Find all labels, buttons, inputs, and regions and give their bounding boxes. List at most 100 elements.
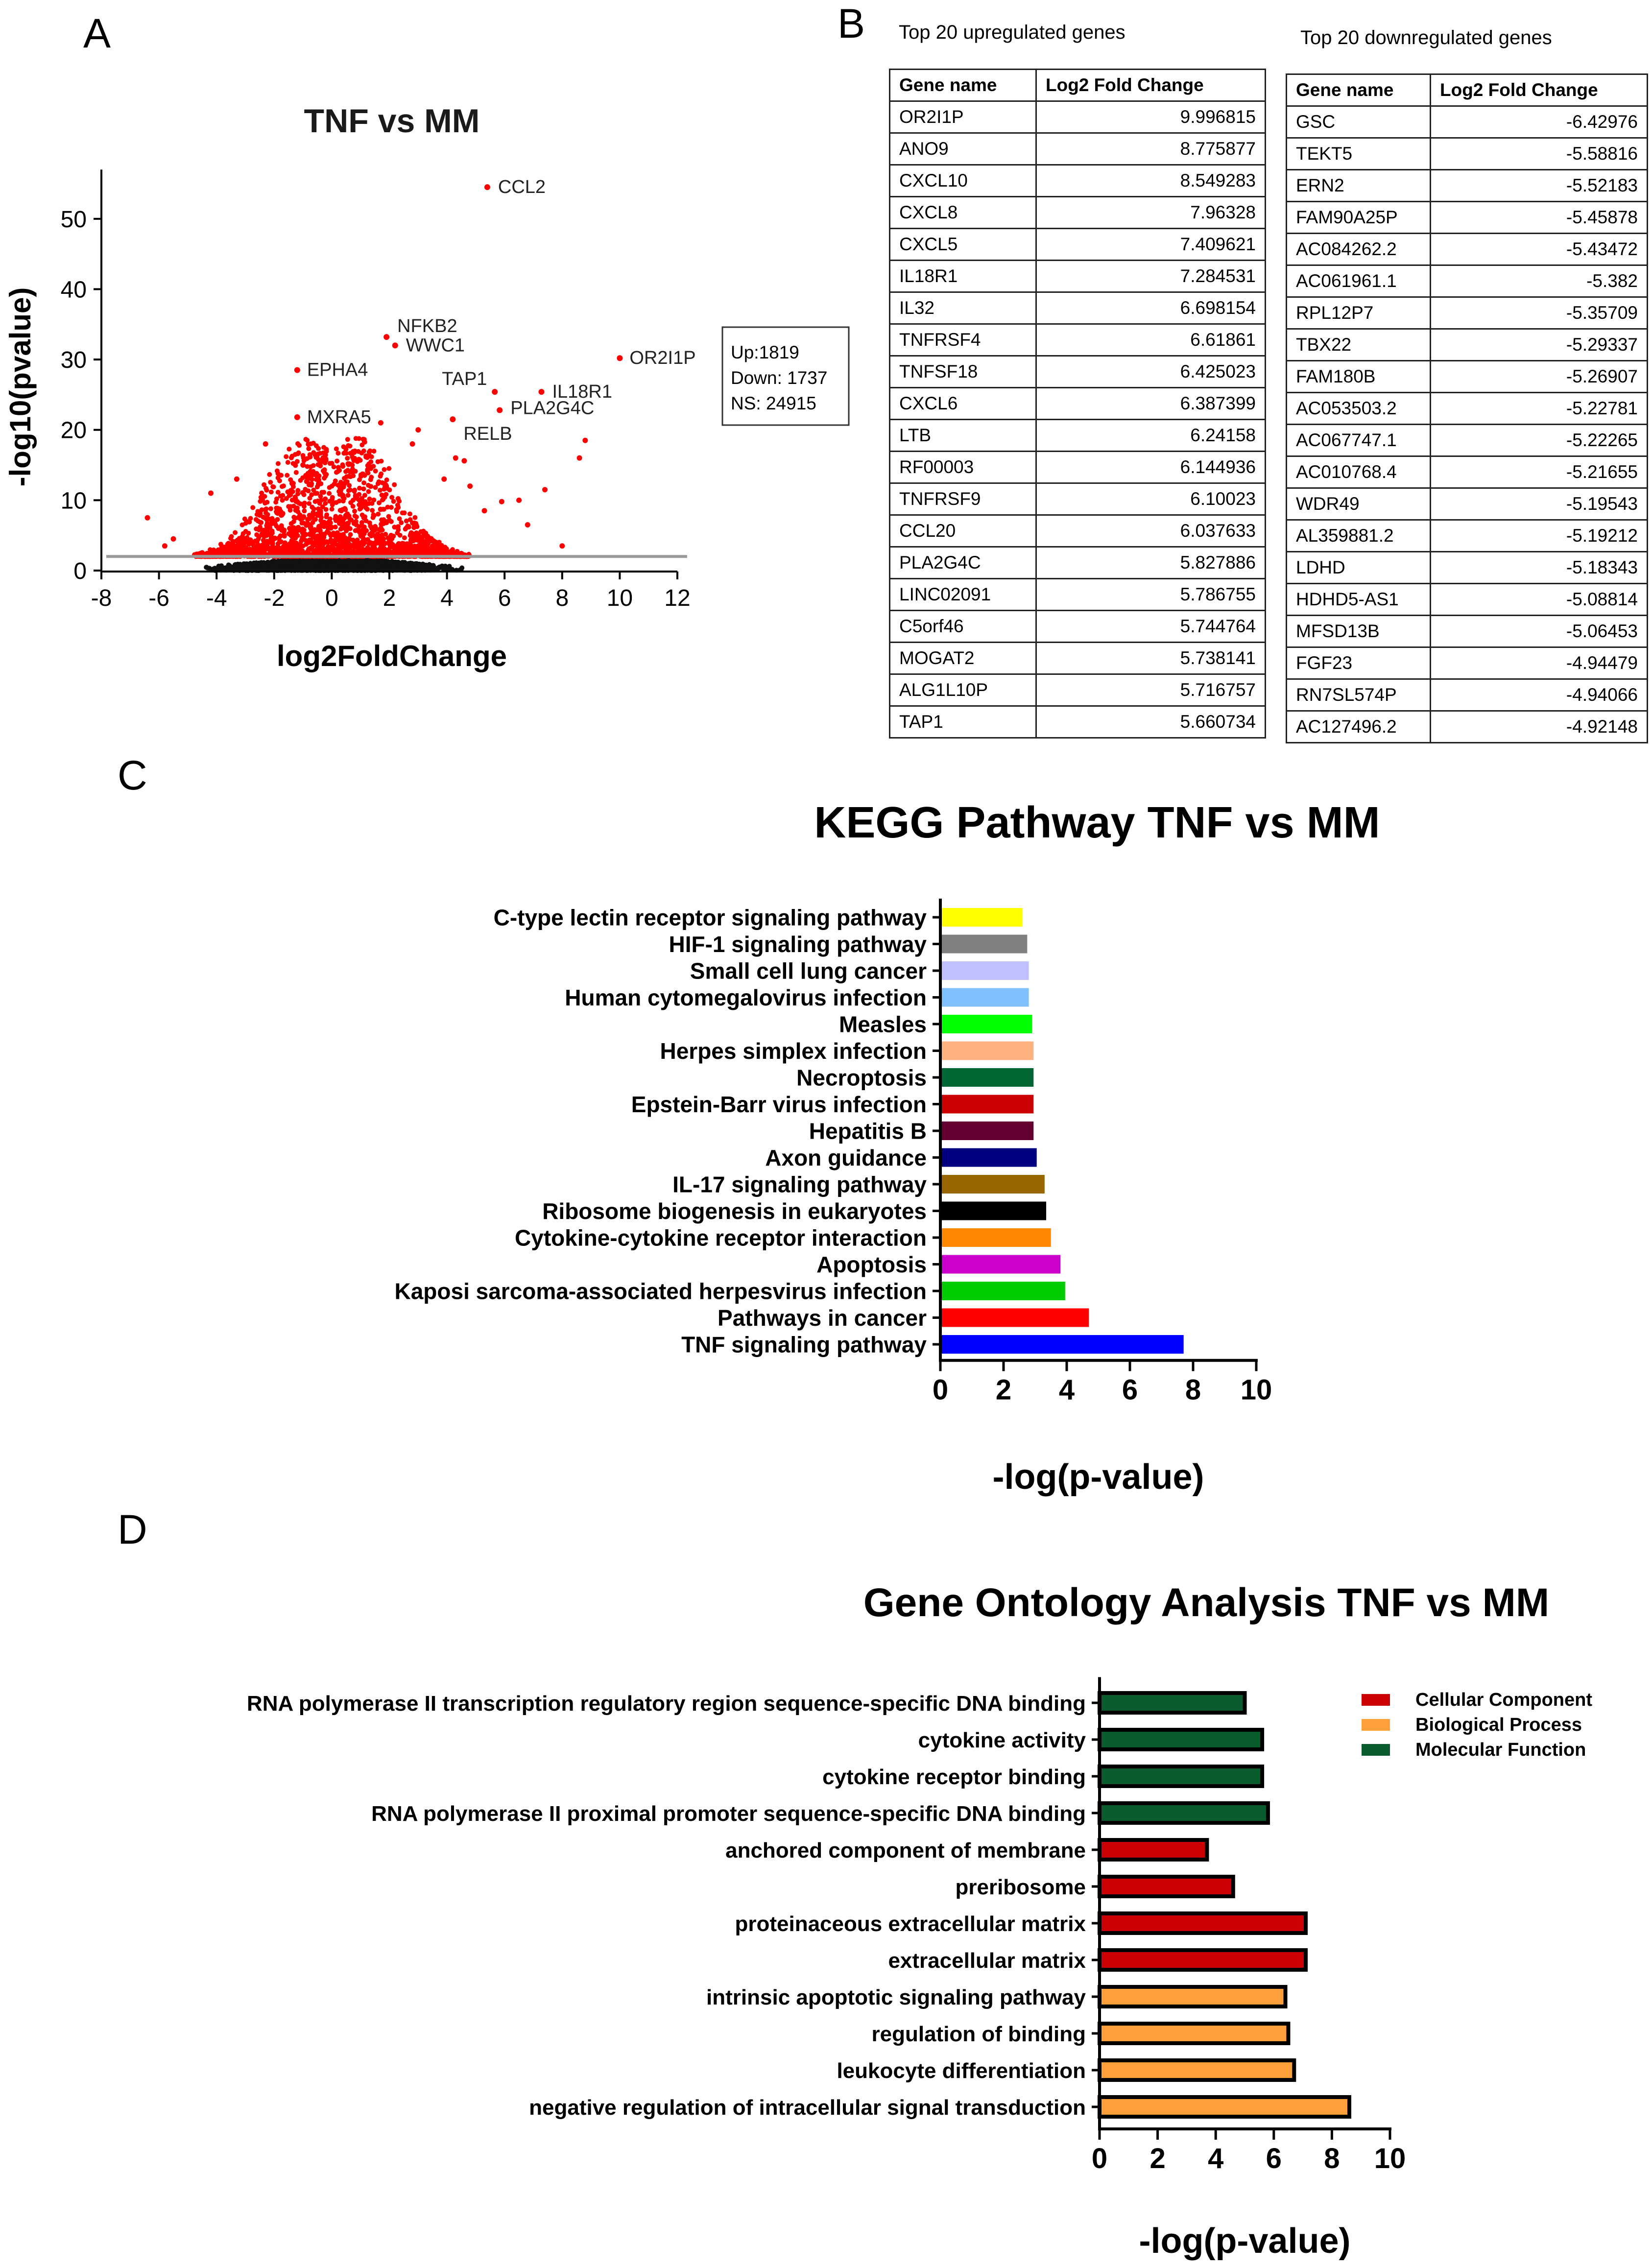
gene-name-header: Gene name <box>889 69 1037 102</box>
sig-point <box>285 547 290 552</box>
ns-point <box>242 566 247 571</box>
sig-point <box>396 527 401 532</box>
downregulated-caption: Top 20 downregulated genes <box>1300 27 1552 48</box>
point-label: IL18R1 <box>552 382 612 402</box>
log2fc-cell: -5.19543 <box>1430 487 1648 521</box>
sig-point <box>299 538 304 544</box>
ns-point <box>346 558 351 564</box>
sig-point <box>397 499 402 504</box>
sig-point <box>382 548 387 553</box>
sig-point <box>275 471 281 476</box>
sig-point <box>268 489 274 495</box>
ns-point <box>354 563 359 568</box>
labeled-point <box>538 389 545 395</box>
log2fc-cell: 7.409621 <box>1035 228 1266 261</box>
sig-point <box>333 478 338 483</box>
ns-point <box>216 563 221 569</box>
sig-point <box>429 548 434 553</box>
ns-point <box>360 559 366 564</box>
point-label: TAP1 <box>442 369 487 389</box>
gene-name-cell: IL18R1 <box>889 260 1037 293</box>
sig-point <box>334 500 339 505</box>
gene-name-cell: CXCL10 <box>889 164 1037 197</box>
table-row: C5orf46 5.744764 <box>889 610 1266 643</box>
sig-point <box>289 480 295 485</box>
sig-point <box>317 532 323 538</box>
table-row: CCL20 6.037633 <box>889 514 1266 548</box>
sig-point <box>367 448 373 454</box>
sig-point <box>344 451 349 456</box>
sig-point <box>343 513 348 518</box>
sig-point <box>369 533 374 539</box>
sig-point <box>368 524 373 529</box>
sig-point <box>279 484 285 489</box>
log2fc-cell: 6.698154 <box>1035 291 1266 325</box>
sig-point <box>257 520 263 525</box>
panel-label-c: C <box>118 752 147 798</box>
sig-point <box>431 538 436 544</box>
table-row: AC053503.2 -5.22781 <box>1286 392 1648 425</box>
table-row: RPL12P7 -5.35709 <box>1286 296 1648 330</box>
sig-point <box>347 443 353 449</box>
gene-name-cell: TBX22 <box>1286 328 1431 361</box>
sig-point <box>210 550 215 556</box>
sig-point <box>275 461 281 466</box>
ns-point <box>328 566 333 571</box>
sig-point <box>266 547 271 552</box>
gene-name-cell: CXCL6 <box>889 387 1037 420</box>
sig-point <box>312 491 318 496</box>
ns-point <box>339 566 345 572</box>
ns-point <box>252 562 258 567</box>
ns-point <box>265 560 271 565</box>
gene-name-cell: AC061961.1 <box>1286 264 1431 298</box>
gene-name-cell: RF00003 <box>889 451 1037 484</box>
sig-point <box>245 519 250 525</box>
sig-point <box>303 538 309 543</box>
ns-point <box>315 567 321 572</box>
gene-name-cell: AC067747.1 <box>1286 424 1431 457</box>
volcano-points <box>144 420 588 573</box>
sig-point <box>262 494 267 499</box>
sig-point <box>368 466 374 471</box>
log2fc-cell: -5.52183 <box>1430 169 1648 202</box>
sig-point <box>292 452 298 457</box>
sig-point <box>402 535 407 541</box>
point-label: OR2I1P <box>629 348 695 368</box>
table-row: PLA2G4C 5.827886 <box>889 546 1266 579</box>
x-tick-label: -2 <box>263 585 285 611</box>
ns-point <box>410 562 415 567</box>
log2fc-cell: 5.660734 <box>1035 705 1266 739</box>
sig-point <box>252 545 257 550</box>
sig-point <box>343 447 349 452</box>
sig-point <box>300 462 306 468</box>
table-row: TEKT5 -5.58816 <box>1286 137 1648 170</box>
sig-point <box>317 528 323 533</box>
sig-point <box>302 501 307 506</box>
sig-point <box>256 510 261 515</box>
log2fc-cell: -5.26907 <box>1430 360 1648 393</box>
sig-point <box>346 513 352 519</box>
sig-point <box>220 549 226 554</box>
ns-point <box>440 564 446 569</box>
log2fc-cell: 6.387399 <box>1035 387 1266 420</box>
sig-point <box>361 437 367 442</box>
sig-point <box>242 551 248 556</box>
sig-point <box>347 526 353 531</box>
sig-point <box>323 549 328 555</box>
sig-point <box>394 547 399 552</box>
sig-point <box>559 543 565 549</box>
sig-point <box>259 490 264 496</box>
table-row: ANO9 8.775877 <box>889 132 1266 166</box>
point-label: CCL2 <box>498 177 546 197</box>
sig-point <box>373 468 378 474</box>
ns-point <box>279 566 284 572</box>
sig-point <box>312 499 318 504</box>
sig-point <box>413 551 418 556</box>
sig-point <box>279 547 285 552</box>
table-row: LTB 6.24158 <box>889 419 1266 452</box>
log2fc-cell: 7.96328 <box>1035 196 1266 229</box>
sig-point <box>288 455 294 460</box>
ns-point <box>311 558 316 563</box>
sig-point <box>366 489 371 494</box>
log2fc-cell: -5.43472 <box>1430 233 1648 266</box>
